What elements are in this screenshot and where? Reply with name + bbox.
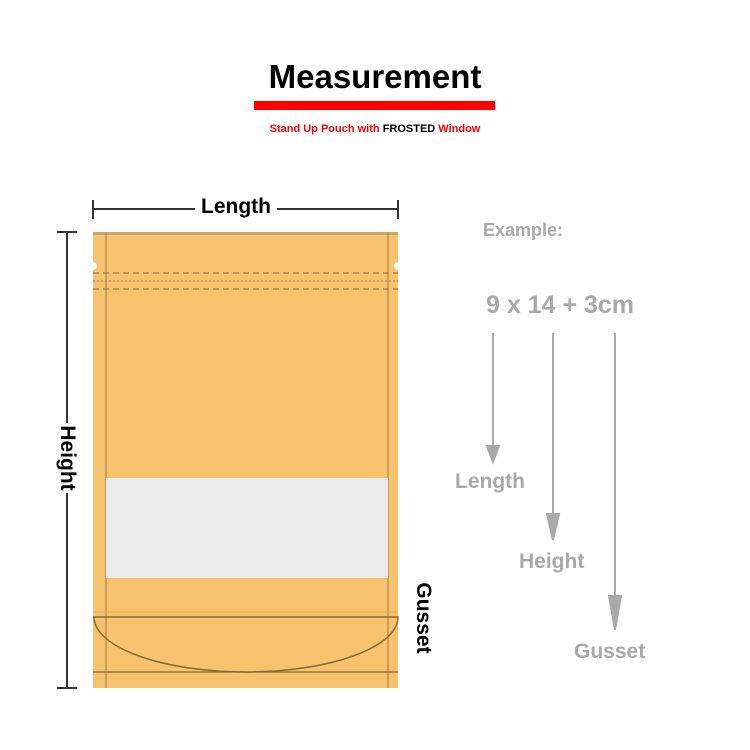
subtitle-frosted: FROSTED	[382, 123, 436, 135]
example-label: Example:	[483, 220, 564, 240]
subtitle-part-3: Window	[435, 123, 481, 135]
height-label: Height	[55, 423, 79, 493]
example-height-label: Height	[519, 550, 585, 573]
gusset-label: Gusset	[412, 582, 435, 654]
example-length-label: Length	[455, 470, 525, 493]
example-formula: 9 x 14 + 3cm	[486, 291, 635, 319]
gusset-arrow	[607, 333, 623, 631]
example-gusset-label: Gusset	[574, 640, 646, 663]
pouch	[93, 232, 399, 688]
page-title: Measurement	[268, 58, 482, 95]
frosted-window	[106, 478, 388, 578]
pouch-body	[93, 232, 398, 688]
subtitle: Stand Up Pouch with FROSTED Window	[0, 123, 750, 135]
subtitle-part-1: Stand Up Pouch with	[269, 123, 383, 135]
length-arrow	[485, 333, 501, 465]
length-label: Length	[195, 195, 277, 219]
height-arrow	[545, 333, 561, 541]
title-underline	[254, 101, 495, 110]
